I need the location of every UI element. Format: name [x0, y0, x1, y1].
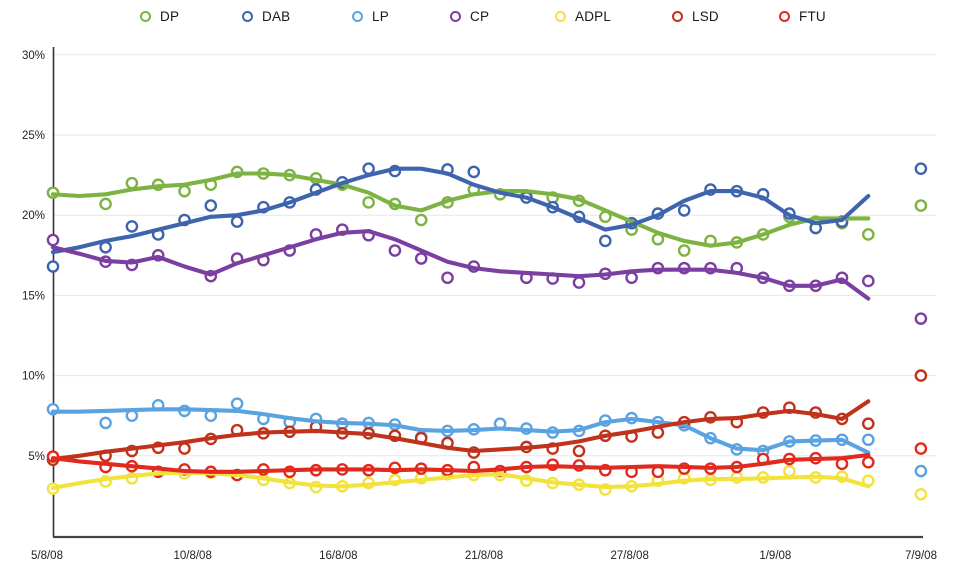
data-point-CP — [914, 312, 928, 325]
data-point-CP — [441, 271, 454, 285]
legend-item-lp: LP — [352, 9, 389, 24]
cp-marker-icon — [450, 11, 461, 22]
data-point-CP — [46, 233, 60, 247]
legend-item-cp: CP — [450, 9, 489, 24]
data-point-DAB — [914, 162, 928, 175]
data-point-DP — [677, 244, 691, 257]
legend-item-dp: DP — [140, 9, 179, 24]
data-point-CP — [414, 252, 428, 265]
data-point-DAB — [677, 204, 691, 217]
legend-item-lsd: LSD — [672, 9, 719, 24]
legend-label: ADPL — [575, 9, 612, 24]
series-line-DP — [50, 171, 871, 248]
data-point-LSD — [914, 369, 928, 382]
data-point-DAB — [204, 199, 218, 212]
series-line-DAB — [50, 166, 871, 255]
y-tick-label: 10% — [22, 371, 45, 383]
data-point-DAB — [46, 260, 60, 273]
data-point-CP — [572, 276, 586, 289]
data-point-LP — [230, 397, 244, 410]
data-point-DP — [125, 176, 139, 190]
chart-legend: DP DAB LP CP ADPL LSD FTU — [0, 0, 960, 30]
x-tick-label: 21/8/08 — [465, 550, 503, 562]
x-tick-label: 27/8/08 — [610, 550, 648, 562]
series-line-ADPL — [50, 470, 871, 490]
x-tick-label: 10/8/08 — [173, 550, 211, 562]
data-point-CP — [862, 274, 875, 288]
lsd-marker-icon — [672, 11, 683, 22]
x-tick-label: 16/8/08 — [319, 550, 357, 562]
lp-marker-icon — [352, 11, 363, 22]
y-tick-label: 20% — [22, 210, 45, 222]
legend-label: LP — [372, 9, 389, 24]
y-tick-label: 5% — [28, 451, 45, 463]
data-point-LSD — [572, 444, 586, 458]
legend-label: DP — [160, 9, 180, 24]
data-point-LP — [99, 416, 112, 430]
data-point-DAB — [230, 215, 244, 228]
legend-label: CP — [470, 9, 490, 24]
data-point-DP — [862, 228, 875, 241]
x-tick-label: 5/8/08 — [31, 550, 63, 562]
legend-label: LSD — [692, 9, 719, 24]
data-point-ADPL — [914, 487, 928, 501]
data-point-CP — [388, 244, 402, 257]
series-line-CP — [50, 229, 871, 301]
data-point-LP — [914, 464, 928, 478]
data-point-LSD — [178, 442, 191, 455]
adpl-marker-icon — [555, 11, 566, 22]
ftu-marker-icon — [779, 11, 790, 22]
x-tick-label: 1/9/08 — [759, 550, 791, 562]
series-line-FTU — [50, 452, 871, 474]
dab-marker-icon — [242, 11, 253, 22]
series-line-LP — [50, 407, 871, 455]
data-point-DAB — [125, 220, 139, 233]
data-point-DP — [414, 213, 428, 227]
data-point-ADPL — [783, 464, 796, 478]
y-tick-label: 25% — [22, 130, 45, 142]
series-line-LSD — [50, 399, 871, 462]
legend-label: DAB — [262, 9, 291, 24]
dp-marker-icon — [140, 11, 151, 22]
legend-item-ftu: FTU — [779, 9, 826, 24]
data-point-FTU — [914, 442, 928, 455]
data-point-DP — [362, 196, 375, 209]
data-point-LP — [862, 433, 875, 447]
data-point-DAB — [467, 165, 481, 179]
data-point-DP — [914, 199, 928, 212]
legend-item-adpl: ADPL — [555, 9, 611, 24]
data-point-DP — [99, 197, 112, 211]
data-point-DAB — [599, 234, 612, 248]
data-point-DP — [178, 184, 191, 198]
data-point-LSD — [862, 417, 875, 431]
data-point-CP — [625, 271, 638, 285]
data-point-FTU — [862, 455, 875, 469]
series-points-CP — [46, 223, 928, 325]
x-tick-label: 7/9/08 — [905, 550, 937, 562]
legend-label: FTU — [799, 9, 826, 24]
legend-item-dab: DAB — [242, 9, 290, 24]
y-tick-label: 30% — [22, 50, 45, 62]
y-tick-label: 15% — [22, 290, 45, 302]
